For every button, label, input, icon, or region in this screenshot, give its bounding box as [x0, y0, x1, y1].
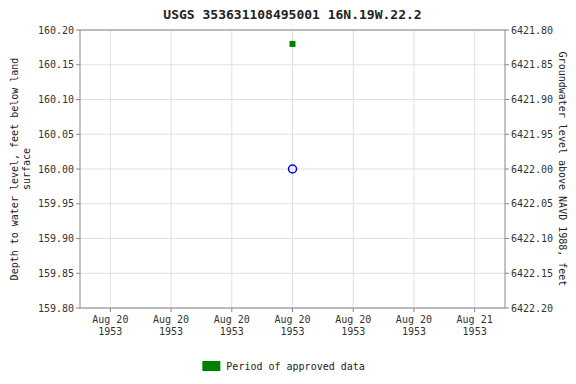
tick-label: Aug 201953 — [214, 314, 250, 337]
grid-line — [413, 30, 414, 308]
tick — [505, 30, 509, 31]
tick-label: 6422.05 — [511, 198, 553, 209]
grid — [80, 30, 505, 308]
tick-label: 6421.90 — [511, 94, 553, 105]
tick-label: 160.15 — [38, 59, 74, 70]
tick-label-line: 1953 — [220, 326, 244, 337]
tick — [505, 308, 509, 309]
tick-label-line: Aug 20 — [214, 314, 250, 325]
legend-swatch — [202, 361, 220, 371]
tick-label: Aug 201953 — [335, 314, 371, 337]
tick-label-line: Aug 20 — [335, 314, 371, 325]
tick-label-line: 1953 — [280, 326, 304, 337]
tick — [76, 30, 80, 31]
tick — [292, 308, 293, 312]
tick — [110, 308, 111, 312]
tick-label-line: 1953 — [402, 326, 426, 337]
grid-line — [474, 30, 475, 308]
tick-label: 160.05 — [38, 129, 74, 140]
tick-label: 6421.80 — [511, 25, 553, 36]
tick — [76, 99, 80, 100]
grid-line — [110, 30, 111, 308]
x-axis: Aug 201953Aug 201953Aug 201953Aug 201953… — [92, 308, 492, 337]
legend: Period of approved data — [202, 361, 364, 372]
grid-line — [353, 30, 354, 308]
tick — [505, 169, 509, 170]
chart: 159.80 159.85 159.90 159.95 160.00 160.05 160.… — [0, 0, 576, 384]
point — [289, 165, 297, 173]
tick-label: 6421.95 — [511, 129, 553, 140]
tick — [505, 203, 509, 204]
tick-label-line: 1953 — [98, 326, 122, 337]
legend-label: Period of approved data — [226, 361, 364, 372]
tick — [76, 273, 80, 274]
y2-axis-label: Groundwater level above NAVD 1988, feet — [557, 52, 568, 287]
point — [290, 41, 296, 47]
grid-line — [171, 30, 172, 308]
tick — [76, 238, 80, 239]
grid-line — [292, 30, 293, 308]
tick — [413, 308, 414, 312]
tick — [76, 169, 80, 170]
tick-label: 6422.20 — [511, 303, 553, 314]
tick — [76, 203, 80, 204]
tick-label: 6422.10 — [511, 233, 553, 244]
tick-label-line: Aug 20 — [153, 314, 189, 325]
tick — [505, 134, 509, 135]
marks — [289, 41, 297, 173]
tick — [171, 308, 172, 312]
tick-label: 6421.85 — [511, 59, 553, 70]
tick-label: 159.80 — [38, 303, 74, 314]
y-axis: 159.80 159.85 159.90 159.95 160.00 160.05 160.… — [38, 25, 80, 314]
tick-label: 6422.00 — [511, 164, 553, 175]
tick-label: Aug 201953 — [92, 314, 128, 337]
tick — [474, 308, 475, 312]
tick — [505, 64, 509, 65]
axis-label-line: surface — [21, 148, 32, 190]
tick-label-line: Aug 20 — [396, 314, 432, 325]
tick-label: 160.20 — [38, 25, 74, 36]
tick-label-line: 1953 — [463, 326, 487, 337]
tick-label: 160.00 — [38, 164, 74, 175]
tick-label-line: Aug 20 — [274, 314, 310, 325]
y2-axis: 6422.20 6422.15 6422.10 6422.05 6422.00 6421.… — [505, 25, 553, 314]
tick-label: 160.10 — [38, 94, 74, 105]
tick-label-line: 1953 — [159, 326, 183, 337]
tick-label-line: Aug 21 — [457, 314, 493, 325]
tick — [505, 238, 509, 239]
plot-frame — [80, 30, 505, 308]
y-axis-label: Depth to water level, feet below landsur… — [9, 58, 33, 281]
tick-label-line: 1953 — [341, 326, 365, 337]
tick-label: 159.85 — [38, 268, 74, 279]
title: USGS 353631108495001 16N.19W.22.2 — [163, 7, 421, 22]
tick-label: Aug 201953 — [153, 314, 189, 337]
tick — [505, 99, 509, 100]
tick-label: 6422.15 — [511, 268, 553, 279]
tick-label: 159.90 — [38, 233, 74, 244]
tick-label: Aug 201953 — [396, 314, 432, 337]
tick — [231, 308, 232, 312]
tick-label: Aug 201953 — [274, 314, 310, 337]
tick-label: Aug 211953 — [457, 314, 493, 337]
tick — [76, 64, 80, 65]
grid-line — [231, 30, 232, 308]
tick — [353, 308, 354, 312]
tick — [76, 134, 80, 135]
tick-label: 159.95 — [38, 198, 74, 209]
tick-label-line: Aug 20 — [92, 314, 128, 325]
tick — [76, 308, 80, 309]
axis-label-line: Depth to water level, feet below land — [9, 58, 20, 281]
tick — [505, 273, 509, 274]
